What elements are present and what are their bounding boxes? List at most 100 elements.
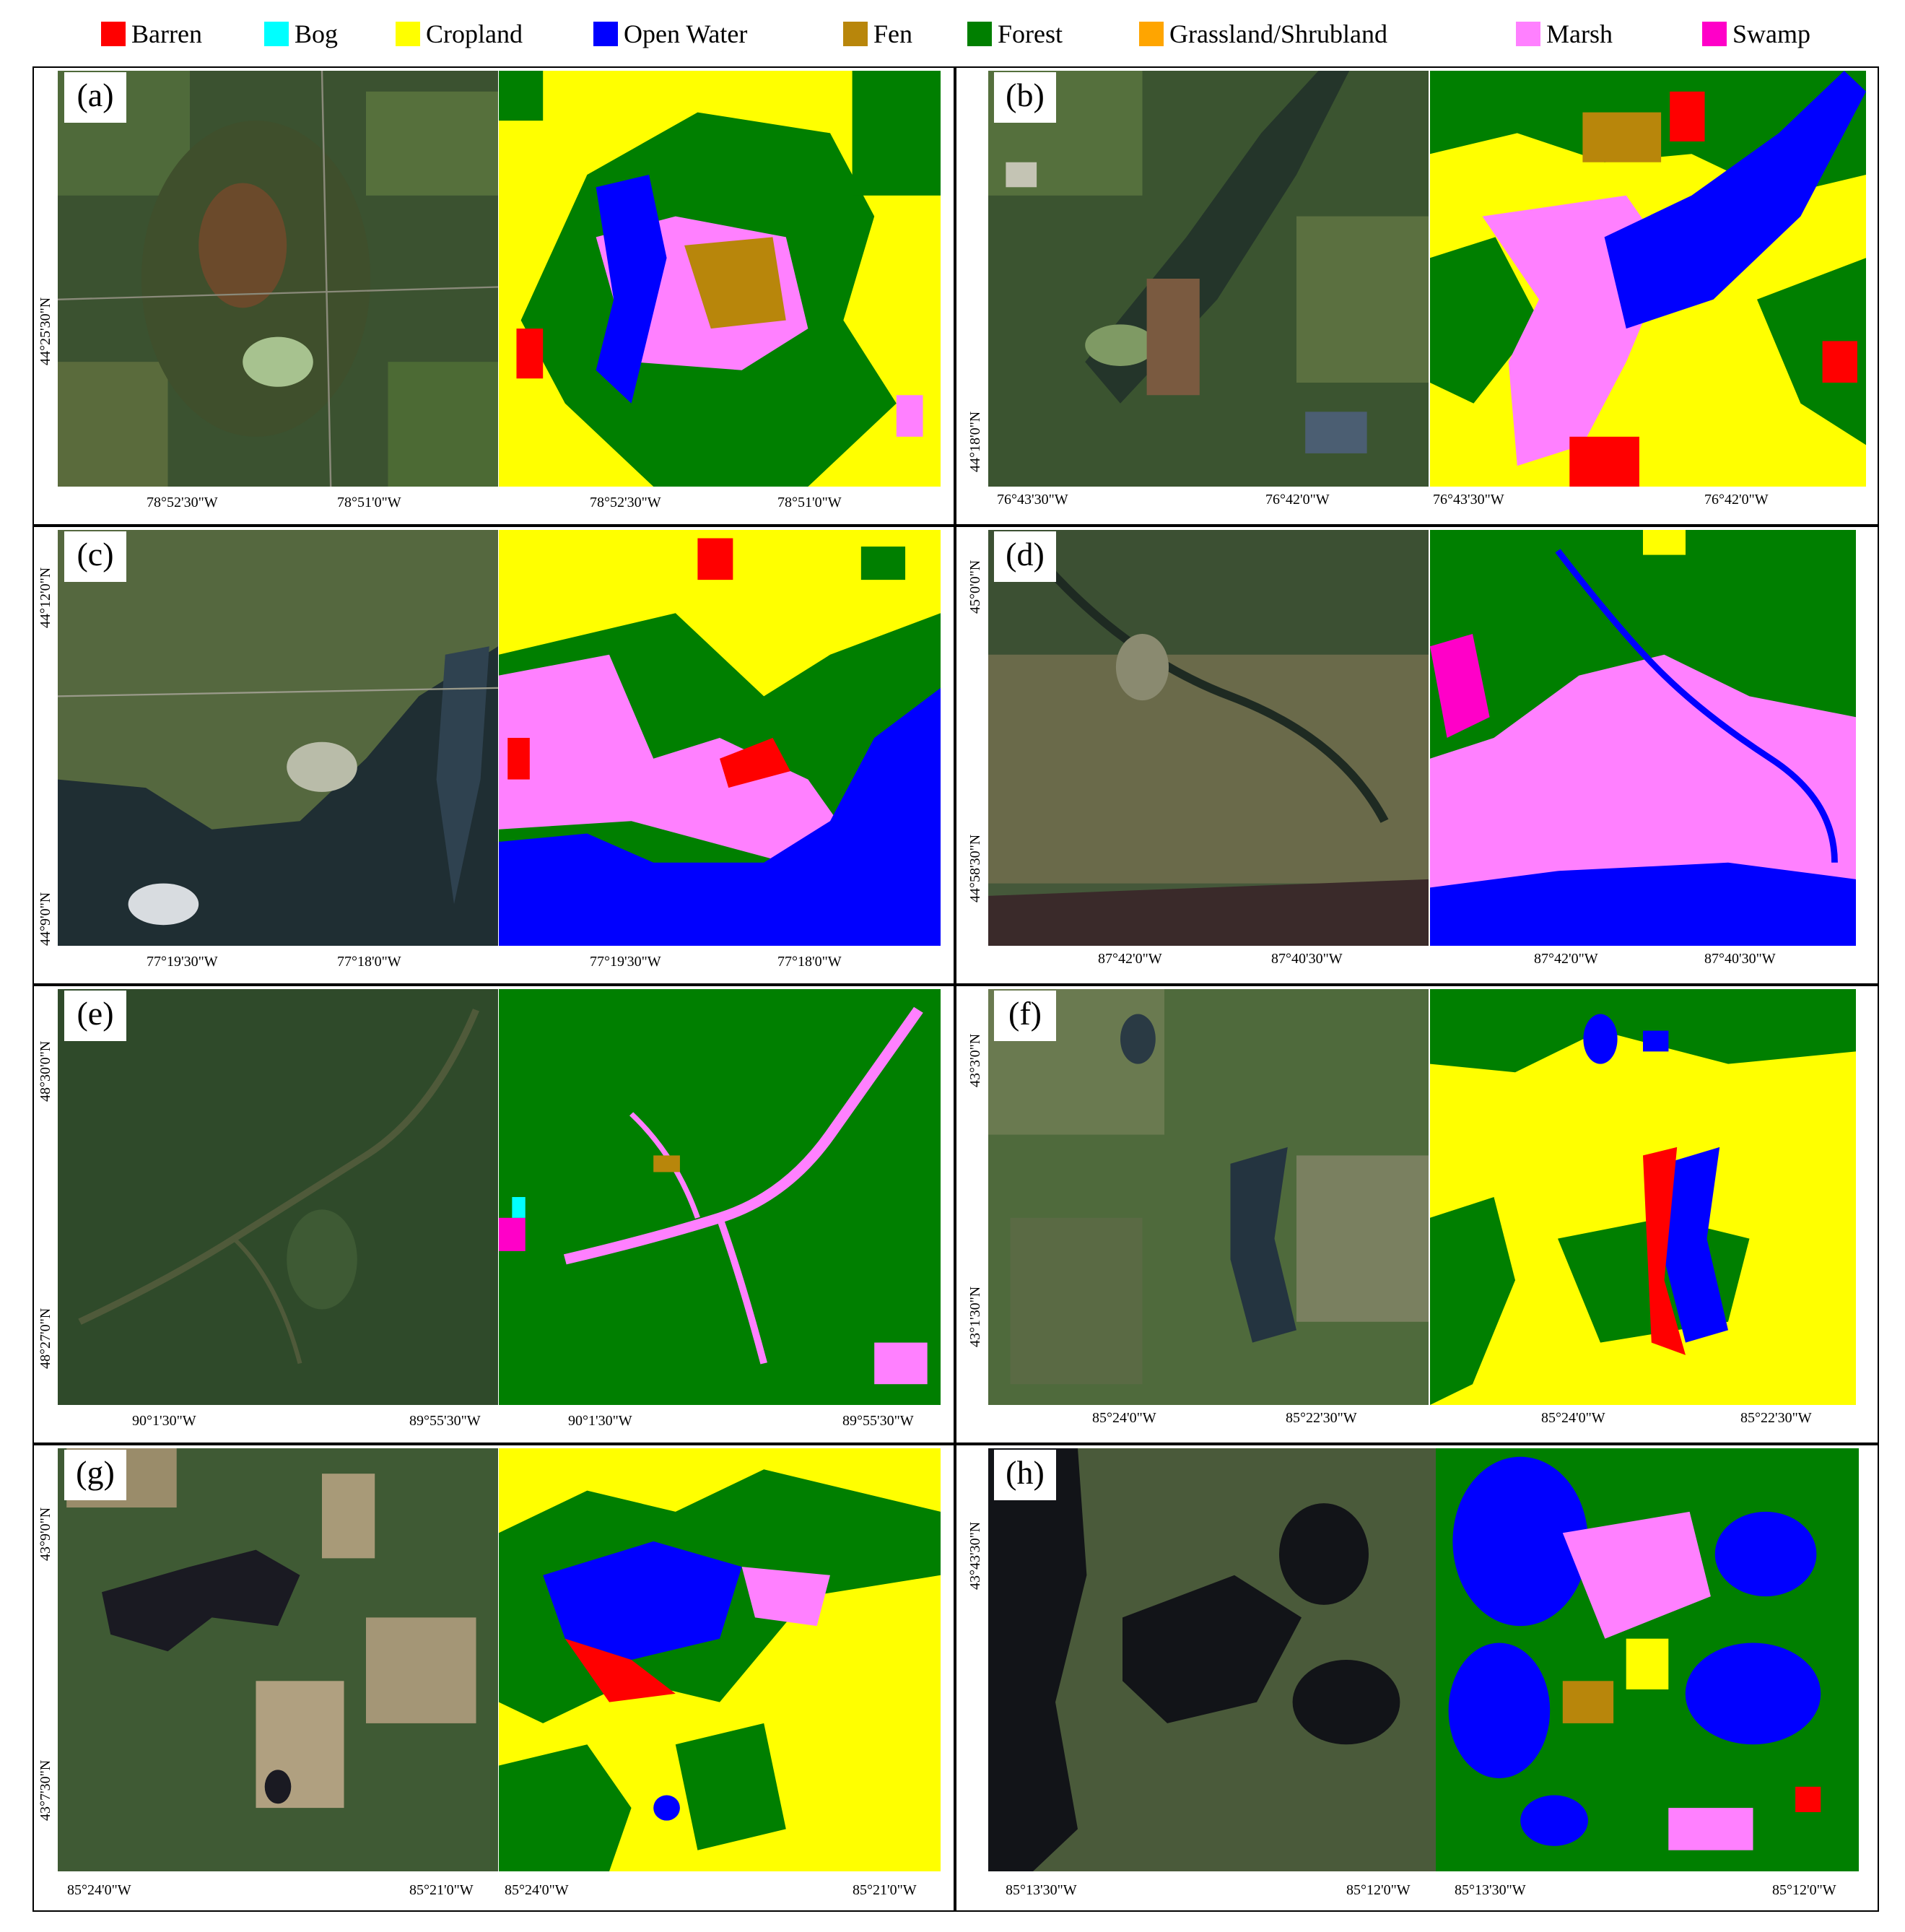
- legend-label-open-water: Open Water: [624, 19, 748, 48]
- legend-label-forest: Forest: [998, 19, 1063, 48]
- legend-label-barren: Barren: [131, 19, 202, 48]
- lat-label-a-1: 44°25'30"N: [38, 297, 53, 365]
- classification-map-d: [1430, 530, 1856, 946]
- panel-a: (a) 44°25'30"N 78°52'30"W 78°51'0"W 78°5…: [32, 66, 955, 526]
- legend: Barren Bog Cropland Open Water Fen Fores…: [0, 0, 1905, 69]
- panel-label-d: (d): [994, 531, 1056, 582]
- panel-d: (d) 45°0'0"N 44°58'30"N 87°42'0"W 87°40'…: [955, 526, 1879, 985]
- panel-h: (h) 43°43'30"N 85°13'30"W 85°12'0"W 85°1…: [955, 1444, 1879, 1912]
- lat-label-d-2: 44°58'30"N: [967, 834, 983, 902]
- lat-label-g-1: 43°9'0"N: [38, 1507, 53, 1561]
- map-lon-label-h-1: 85°13'30"W: [1455, 1882, 1526, 1898]
- legend-label-fen: Fen: [873, 19, 912, 48]
- legend-swatch-marsh: [1516, 22, 1540, 46]
- lat-label-d-1: 45°0'0"N: [967, 560, 983, 614]
- map-lon-label-c-1: 77°19'30"W: [590, 954, 661, 970]
- panel-g: (g) 43°9'0"N 43°7'30"N 85°24'0"W 85°21'0…: [32, 1444, 955, 1912]
- satellite-image-h: [988, 1448, 1436, 1871]
- satellite-image-b: [988, 71, 1429, 487]
- lat-label-b-1: 44°18'0"N: [967, 411, 983, 472]
- map-lon-label-f-2: 85°22'30"W: [1740, 1410, 1812, 1426]
- lat-label-e-2: 48°27'0"N: [38, 1307, 53, 1369]
- panel-label-a: (a): [64, 72, 126, 123]
- sat-lon-label-c-2: 77°18'0"W: [337, 954, 401, 970]
- classification-map-c: [499, 530, 941, 946]
- map-lon-label-d-2: 87°40'30"W: [1704, 951, 1776, 967]
- classification-map-e: [499, 989, 941, 1405]
- lat-label-g-2: 43°7'30"N: [38, 1759, 53, 1821]
- sat-lon-label-g-1: 85°24'0"W: [67, 1882, 131, 1898]
- satellite-image-d: [988, 530, 1429, 946]
- panel-label-c: (c): [64, 531, 126, 582]
- legend-label-cropland: Cropland: [426, 19, 523, 48]
- satellite-image-g: [58, 1448, 498, 1871]
- legend-swatch-barren: [101, 22, 126, 46]
- map-lon-label-a-1: 78°52'30"W: [590, 495, 661, 510]
- map-lon-label-g-2: 85°21'0"W: [853, 1882, 917, 1898]
- satellite-image-e: [58, 989, 498, 1405]
- classification-map-g: [499, 1448, 941, 1871]
- legend-label-bog: Bog: [295, 19, 339, 48]
- satellite-image-a: [58, 71, 498, 487]
- map-lon-label-e-2: 89°55'30"W: [842, 1413, 914, 1429]
- classification-map-b: [1430, 71, 1866, 487]
- legend-item-open-water: Open Water: [593, 16, 747, 52]
- legend-item-grassland-shrubland: Grassland/Shrubland: [1139, 16, 1387, 52]
- sat-lon-label-f-1: 85°24'0"W: [1092, 1410, 1156, 1426]
- map-lon-label-b-2: 76°42'0"W: [1704, 492, 1769, 508]
- panel-f: (f) 43°3'0"N 43°1'30"N 85°24'0"W 85°22'3…: [955, 985, 1879, 1444]
- map-lon-label-f-1: 85°24'0"W: [1541, 1410, 1605, 1426]
- sat-lon-label-a-2: 78°51'0"W: [337, 495, 401, 510]
- legend-swatch-forest: [967, 22, 992, 46]
- sat-lon-label-a-1: 78°52'30"W: [147, 495, 218, 510]
- sat-lon-label-c-1: 77°19'30"W: [147, 954, 218, 970]
- map-lon-label-e-1: 90°1'30"W: [568, 1413, 632, 1429]
- sat-lon-label-d-2: 87°40'30"W: [1271, 951, 1343, 967]
- legend-item-marsh: Marsh: [1516, 16, 1613, 52]
- panel-c: (c) 44°12'0"N 44°9'0"N 77°19'30"W 77°18'…: [32, 526, 955, 985]
- panel-label-h: (h): [994, 1450, 1056, 1500]
- sat-lon-label-b-2: 76°42'0"W: [1265, 492, 1330, 508]
- panel-label-e: (e): [64, 991, 126, 1041]
- legend-item-bog: Bog: [264, 16, 338, 52]
- legend-item-fen: Fen: [843, 16, 912, 52]
- lat-label-f-1: 43°3'0"N: [967, 1033, 983, 1087]
- legend-swatch-open-water: [593, 22, 618, 46]
- legend-swatch-grassland-shrubland: [1139, 22, 1164, 46]
- panel-label-g: (g): [64, 1450, 126, 1500]
- legend-label-grassland-shrubland: Grassland/Shrubland: [1169, 19, 1387, 48]
- panel-label-f: (f): [994, 991, 1056, 1041]
- map-lon-label-g-1: 85°24'0"W: [505, 1882, 569, 1898]
- legend-swatch-cropland: [396, 22, 420, 46]
- map-lon-label-a-2: 78°51'0"W: [777, 495, 842, 510]
- legend-item-forest: Forest: [967, 16, 1063, 52]
- map-lon-label-b-1: 76°43'30"W: [1433, 492, 1504, 508]
- lat-label-c-2: 44°9'0"N: [38, 892, 53, 946]
- panel-b: (b) 44°18'0"N 76°43'30"W 76°42'0"W 76°43…: [955, 66, 1879, 526]
- sat-lon-label-e-2: 89°55'30"W: [409, 1413, 481, 1429]
- map-lon-label-d-1: 87°42'0"W: [1534, 951, 1598, 967]
- sat-lon-label-h-1: 85°13'30"W: [1006, 1882, 1077, 1898]
- classification-map-a: [499, 71, 941, 487]
- lat-label-e-1: 48°30'0"N: [38, 1040, 53, 1102]
- satellite-image-f: [988, 989, 1429, 1405]
- legend-label-swamp: Swamp: [1732, 19, 1810, 48]
- classification-map-h: [1436, 1448, 1859, 1871]
- sat-lon-label-e-1: 90°1'30"W: [132, 1413, 196, 1429]
- legend-item-cropland: Cropland: [396, 16, 523, 52]
- legend-item-barren: Barren: [101, 16, 202, 52]
- satellite-image-c: [58, 530, 498, 946]
- sat-lon-label-h-2: 85°12'0"W: [1346, 1882, 1411, 1898]
- sat-lon-label-f-2: 85°22'30"W: [1286, 1410, 1357, 1426]
- sat-lon-label-b-1: 76°43'30"W: [997, 492, 1068, 508]
- sat-lon-label-g-2: 85°21'0"W: [409, 1882, 474, 1898]
- map-lon-label-h-2: 85°12'0"W: [1772, 1882, 1836, 1898]
- panel-label-b: (b): [994, 72, 1056, 123]
- classification-map-f: [1430, 989, 1856, 1405]
- legend-label-marsh: Marsh: [1546, 19, 1613, 48]
- legend-swatch-fen: [843, 22, 868, 46]
- lat-label-c-1: 44°12'0"N: [38, 567, 53, 628]
- lat-label-f-2: 43°1'30"N: [967, 1286, 983, 1347]
- sat-lon-label-d-1: 87°42'0"W: [1098, 951, 1162, 967]
- legend-swatch-bog: [264, 22, 289, 46]
